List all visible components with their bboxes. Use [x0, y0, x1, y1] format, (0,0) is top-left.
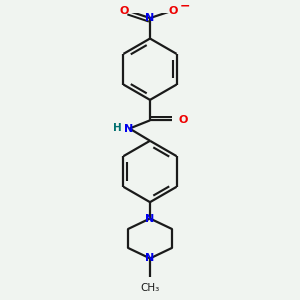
Text: −: −: [179, 0, 190, 12]
Text: N: N: [146, 13, 154, 23]
Text: O: O: [120, 6, 129, 16]
Text: N: N: [146, 214, 154, 224]
Text: CH₃: CH₃: [140, 283, 160, 293]
Text: O: O: [178, 115, 188, 125]
Text: H: H: [112, 122, 122, 133]
Text: N: N: [124, 124, 133, 134]
Text: N: N: [146, 254, 154, 263]
Text: O: O: [169, 6, 178, 16]
